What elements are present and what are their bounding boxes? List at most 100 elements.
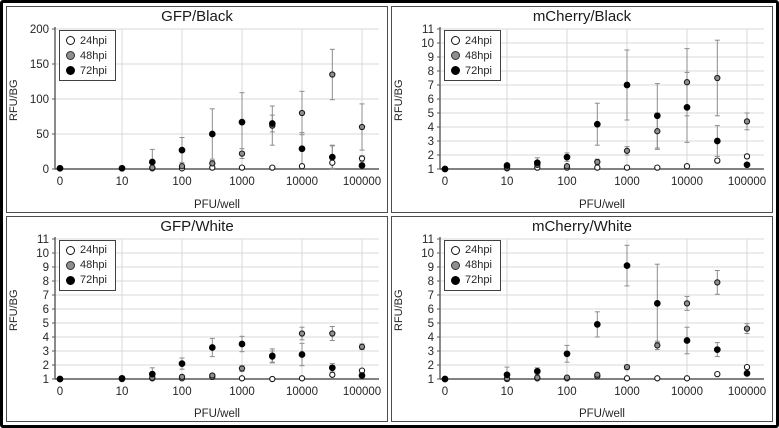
svg-text:100: 100: [557, 176, 576, 188]
svg-text:6: 6: [43, 304, 49, 316]
legend-label: 48hpi: [80, 49, 107, 62]
svg-text:0: 0: [43, 164, 49, 176]
svg-text:0: 0: [442, 176, 448, 188]
legend: 24hpi 48hpi 72hpi: [444, 30, 501, 81]
svg-text:8: 8: [428, 276, 434, 288]
svg-text:8: 8: [43, 276, 49, 288]
legend-item-48hpi: 48hpi: [66, 48, 107, 63]
x-axis-label: PFU/well: [578, 408, 625, 420]
svg-text:100: 100: [30, 94, 49, 106]
svg-text:5: 5: [428, 318, 434, 330]
filled-circle-marker-icon: [451, 275, 460, 285]
svg-text:200: 200: [30, 24, 49, 36]
svg-text:3: 3: [428, 136, 434, 148]
svg-text:10: 10: [36, 248, 49, 260]
svg-text:1000: 1000: [229, 176, 255, 188]
svg-text:1: 1: [428, 374, 434, 386]
legend-item-72hpi: 72hpi: [451, 63, 492, 78]
panel-title: GFP/Black: [161, 8, 233, 25]
svg-text:1000: 1000: [229, 386, 255, 398]
open-circle-marker-icon: [66, 36, 75, 45]
svg-text:2: 2: [43, 360, 49, 372]
legend-item-72hpi: 72hpi: [451, 273, 492, 288]
svg-text:3: 3: [43, 346, 49, 358]
svg-text:10000: 10000: [671, 176, 703, 188]
svg-text:6: 6: [428, 94, 434, 106]
svg-text:1000: 1000: [614, 386, 640, 398]
svg-text:2: 2: [428, 150, 434, 162]
legend-label: 48hpi: [465, 49, 492, 62]
legend-label: 72hpi: [80, 274, 107, 286]
svg-text:100: 100: [172, 386, 191, 398]
legend-label: 24hpi: [465, 244, 492, 256]
svg-text:100: 100: [172, 176, 191, 188]
legend-label: 24hpi: [80, 244, 107, 256]
legend-item-48hpi: 48hpi: [451, 48, 492, 63]
legend-label: 72hpi: [465, 64, 492, 77]
x-axis-label: PFU/well: [578, 198, 625, 211]
panel-gfp-black: GFP/Black RFU/BG 0 50 100 150 200 0 10 100 1000 1…: [6, 6, 388, 213]
legend-label: 72hpi: [80, 64, 107, 77]
svg-text:2: 2: [428, 360, 434, 372]
plot-svg: 0 50 100 150 200 0 10 100 1000 10000 100000: [30, 24, 381, 188]
legend-item-24hpi: 24hpi: [451, 33, 492, 48]
svg-text:3: 3: [428, 346, 434, 358]
svg-text:9: 9: [428, 262, 434, 274]
svg-text:11: 11: [422, 234, 434, 246]
svg-text:10000: 10000: [286, 386, 318, 398]
svg-text:1000: 1000: [614, 176, 640, 188]
legend-item-24hpi: 24hpi: [451, 243, 492, 258]
svg-text:5: 5: [428, 108, 434, 120]
legend-item-48hpi: 48hpi: [451, 258, 492, 273]
svg-text:7: 7: [428, 80, 434, 92]
legend: 24hpi 48hpi 72hpi: [59, 30, 116, 81]
gray-circle-marker-icon: [66, 260, 75, 270]
legend-item-24hpi: 24hpi: [66, 243, 107, 258]
svg-text:10: 10: [421, 38, 434, 50]
svg-text:11: 11: [422, 24, 434, 36]
svg-text:11: 11: [37, 234, 49, 246]
filled-circle-marker-icon: [66, 275, 75, 285]
svg-text:4: 4: [428, 332, 435, 344]
svg-text:4: 4: [43, 332, 50, 344]
svg-text:8: 8: [428, 66, 434, 78]
svg-text:1: 1: [43, 374, 49, 386]
panel-grid: GFP/Black RFU/BG 0 50 100 150 200 0 10 100 1000 1…: [6, 6, 773, 422]
svg-text:9: 9: [43, 262, 49, 274]
svg-text:4: 4: [428, 122, 435, 134]
plot-svg: 1 2 3 4 5 6 7 8 9 10 11 0 10 100 1000 10000 100000: [36, 234, 381, 398]
legend-item-48hpi: 48hpi: [66, 258, 107, 273]
svg-text:50: 50: [36, 129, 49, 141]
open-circle-marker-icon: [66, 245, 75, 255]
panel-title: mCherry/White: [531, 217, 632, 235]
svg-text:10: 10: [116, 176, 129, 188]
filled-circle-marker-icon: [451, 66, 460, 75]
legend: 24hpi 48hpi 72hpi: [59, 239, 116, 291]
svg-text:150: 150: [30, 59, 49, 71]
plot-svg: 1 2 3 4 5 6 7 8 9 10 11 0 10 100 1000 10000 100000: [421, 234, 766, 398]
open-circle-marker-icon: [451, 36, 460, 45]
legend-label: 24hpi: [465, 34, 492, 47]
svg-text:0: 0: [57, 386, 63, 398]
legend-item-72hpi: 72hpi: [66, 273, 107, 288]
svg-text:7: 7: [43, 290, 49, 302]
svg-text:0: 0: [57, 176, 63, 188]
svg-text:10: 10: [501, 176, 514, 188]
panel-title: GFP/White: [160, 217, 234, 235]
legend-label: 24hpi: [80, 34, 107, 47]
plot-svg: 1 2 3 4 5 6 7 8 9 10 11 0 10 100 1000 10000 100000: [421, 24, 766, 188]
panel-mcherry-black: mCherry/Black RFU/BG 1 2 3 4 5 6 7 8 9 10 11 0 10 100…: [391, 6, 773, 213]
x-axis-label: PFU/well: [193, 408, 240, 420]
svg-text:10000: 10000: [286, 176, 318, 188]
svg-text:10: 10: [421, 248, 434, 260]
svg-text:9: 9: [428, 52, 434, 64]
svg-text:100000: 100000: [728, 386, 766, 398]
legend-label: 72hpi: [465, 274, 492, 286]
filled-circle-marker-icon: [66, 66, 75, 75]
svg-text:10: 10: [501, 386, 514, 398]
x-axis-label: PFU/well: [193, 198, 240, 211]
panel-title: mCherry/Black: [532, 8, 632, 25]
svg-text:6: 6: [428, 304, 434, 316]
svg-text:0: 0: [442, 386, 448, 398]
